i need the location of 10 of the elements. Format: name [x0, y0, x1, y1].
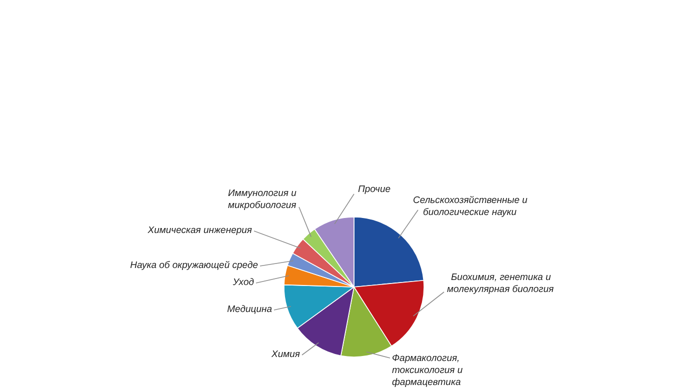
slice-label: Фармакология, токсикология и фармацевтика — [392, 353, 464, 388]
slice-label: Прочие — [358, 184, 391, 195]
slice-label: Наука об окружающей среде — [130, 260, 258, 271]
slice-label: Иммунология и микробиология — [228, 188, 298, 211]
slice-label: Химическая инженерия — [146, 225, 252, 236]
slice-label: Медицина — [227, 304, 272, 315]
slice-label: Уход — [232, 277, 254, 288]
slice-label: Сельскохозяйственные и биологические науки — [413, 195, 528, 218]
slice-label: Химия — [270, 349, 300, 360]
slice-label: Биохимия, генетика и молекулярная биология — [447, 272, 554, 295]
